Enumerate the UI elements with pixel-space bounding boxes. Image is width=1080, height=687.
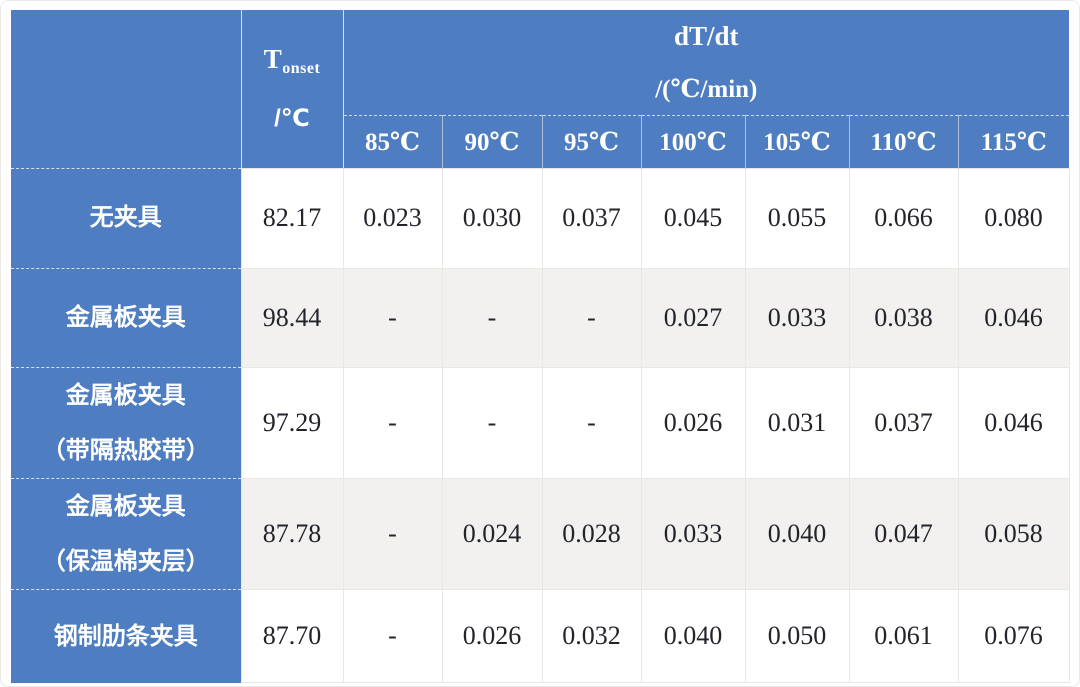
dtdt-cell: - (441, 366, 543, 479)
tonset-unit: /℃ (274, 105, 310, 133)
dtdt-cell: - (342, 267, 443, 368)
row-label: 金属板夹具 （带隔热胶带） (11, 366, 242, 479)
dtdt-cell: 0.032 (541, 589, 642, 684)
tonset-cell: 87.70 (240, 589, 344, 684)
tonset-cell: 87.78 (240, 477, 344, 591)
corner-cell (11, 10, 242, 168)
tonset-cell: 82.17 (240, 167, 344, 269)
temp-column-header: 105℃ (745, 115, 850, 168)
table-row: 无夹具 82.17 0.023 0.030 0.037 0.045 0.055 … (11, 167, 1070, 269)
dtdt-cell: 0.023 (342, 167, 443, 269)
dtdt-cell: 0.037 (541, 167, 642, 269)
temp-column-header: 90℃ (442, 115, 543, 168)
dtdt-group-header: dT/dt /(℃/min) (343, 10, 1070, 116)
row-label: 无夹具 (11, 167, 242, 268)
row-label: 金属板夹具 （保温棉夹层） (11, 477, 242, 590)
dtdt-cell: 0.026 (640, 366, 746, 479)
thermal-runaway-table: Tonset /℃ dT/dt /(℃/min) 85℃ 90℃ 95℃ 100… (11, 10, 1070, 684)
tonset-header-cell: Tonset /℃ (241, 10, 344, 168)
dtdt-cell: 0.058 (957, 477, 1070, 591)
dtdt-cell: 0.047 (848, 477, 959, 591)
table-row: 钢制肋条夹具 87.70 - 0.026 0.032 0.040 0.050 0… (11, 589, 1070, 684)
dtdt-cell: 0.024 (441, 477, 543, 591)
header-row-temps: 85℃ 90℃ 95℃ 100℃ 105℃ 110℃ 115℃ (11, 115, 1070, 168)
temp-column-header: 95℃ (542, 115, 642, 168)
table-row: 金属板夹具 98.44 - - - 0.027 0.033 0.038 0.04… (11, 267, 1070, 368)
table-row: 金属板夹具 （保温棉夹层） 87.78 - 0.024 0.028 0.033 … (11, 477, 1070, 591)
dtdt-cell: 0.040 (744, 477, 850, 591)
dtdt-cell: 0.031 (744, 366, 850, 479)
dtdt-cell: 0.033 (744, 267, 850, 368)
dtdt-cell: 0.046 (957, 267, 1070, 368)
dtdt-cell: 0.026 (441, 589, 543, 684)
dtdt-cell: 0.030 (441, 167, 543, 269)
dtdt-cell: 0.027 (640, 267, 746, 368)
dtdt-cell: 0.080 (957, 167, 1070, 269)
dtdt-cell: 0.033 (640, 477, 746, 591)
dtdt-cell: - (541, 366, 642, 479)
temp-column-header: 110℃ (849, 115, 959, 168)
tonset-subscript: onset (282, 60, 321, 78)
dtdt-cell: - (342, 366, 443, 479)
temp-column-header: 100℃ (641, 115, 746, 168)
table-row: 金属板夹具 （带隔热胶带） 97.29 - - - 0.026 0.031 0.… (11, 366, 1070, 479)
dtdt-cell: 0.066 (848, 167, 959, 269)
tonset-label: Tonset (263, 44, 321, 78)
dtdt-cell: 0.045 (640, 167, 746, 269)
dtdt-cell: 0.061 (848, 589, 959, 684)
dtdt-cell: - (541, 267, 642, 368)
dtdt-cell: 0.040 (640, 589, 746, 684)
tonset-cell: 97.29 (240, 366, 344, 479)
dtdt-cell: - (342, 477, 443, 591)
row-label: 钢制肋条夹具 (11, 589, 242, 683)
dtdt-cell: - (342, 589, 443, 684)
header-row-group: Tonset /℃ dT/dt /(℃/min) (11, 10, 1070, 168)
temp-column-header: 115℃ (958, 115, 1070, 168)
tonset-cell: 98.44 (240, 267, 344, 368)
dtdt-cell: 0.050 (744, 589, 850, 684)
dtdt-cell: 0.038 (848, 267, 959, 368)
temp-column-header: 85℃ (343, 115, 443, 168)
row-label: 金属板夹具 (11, 267, 242, 367)
dtdt-cell: 0.055 (744, 167, 850, 269)
dtdt-unit: /(℃/min) (655, 75, 758, 103)
dtdt-cell: - (441, 267, 543, 368)
dtdt-label: dT/dt (674, 20, 739, 51)
dtdt-cell: 0.037 (848, 366, 959, 479)
dtdt-cell: 0.046 (957, 366, 1070, 479)
dtdt-cell: 0.076 (957, 589, 1070, 684)
dtdt-cell: 0.028 (541, 477, 642, 591)
